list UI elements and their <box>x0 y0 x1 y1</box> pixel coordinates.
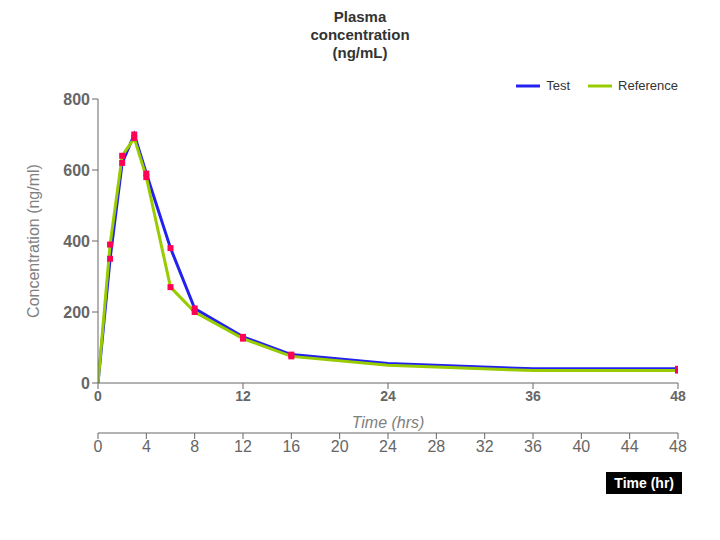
svg-text:4: 4 <box>142 438 151 455</box>
svg-text:20: 20 <box>331 438 349 455</box>
svg-text:0: 0 <box>81 375 90 392</box>
html-text:Time (hr): Time (hr) <box>614 475 674 491</box>
svg-text:8: 8 <box>190 438 199 455</box>
svg-text:24: 24 <box>379 438 397 455</box>
svg-text:40: 40 <box>572 438 590 455</box>
svg-text:44: 44 <box>621 438 639 455</box>
svg-text:0: 0 <box>94 438 103 455</box>
svg-text:600: 600 <box>63 162 90 179</box>
html-text:Reference: Reference <box>618 78 678 93</box>
svg-text:200: 200 <box>63 304 90 321</box>
svg-text:36: 36 <box>525 388 541 404</box>
svg-text:400: 400 <box>63 233 90 250</box>
svg-text:0: 0 <box>94 388 102 404</box>
svg-text:12: 12 <box>235 388 251 404</box>
svg-text:Time (hrs): Time (hrs) <box>352 414 425 431</box>
svg-text:28: 28 <box>427 438 445 455</box>
svg-text:32: 32 <box>476 438 494 455</box>
html-text:Test: Test <box>546 78 570 93</box>
svg-text:800: 800 <box>63 91 90 108</box>
svg-text:Concentration (ng/ml): Concentration (ng/ml) <box>25 164 42 318</box>
svg-text:12: 12 <box>234 438 252 455</box>
svg-text:24: 24 <box>380 388 396 404</box>
svg-text:36: 36 <box>524 438 542 455</box>
svg-text:48: 48 <box>669 438 687 455</box>
html-text:Plasma concentration (ng/mL): Plasma concentration (ng/mL) <box>310 8 410 61</box>
svg-text:16: 16 <box>282 438 300 455</box>
svg-text:48: 48 <box>670 388 686 404</box>
